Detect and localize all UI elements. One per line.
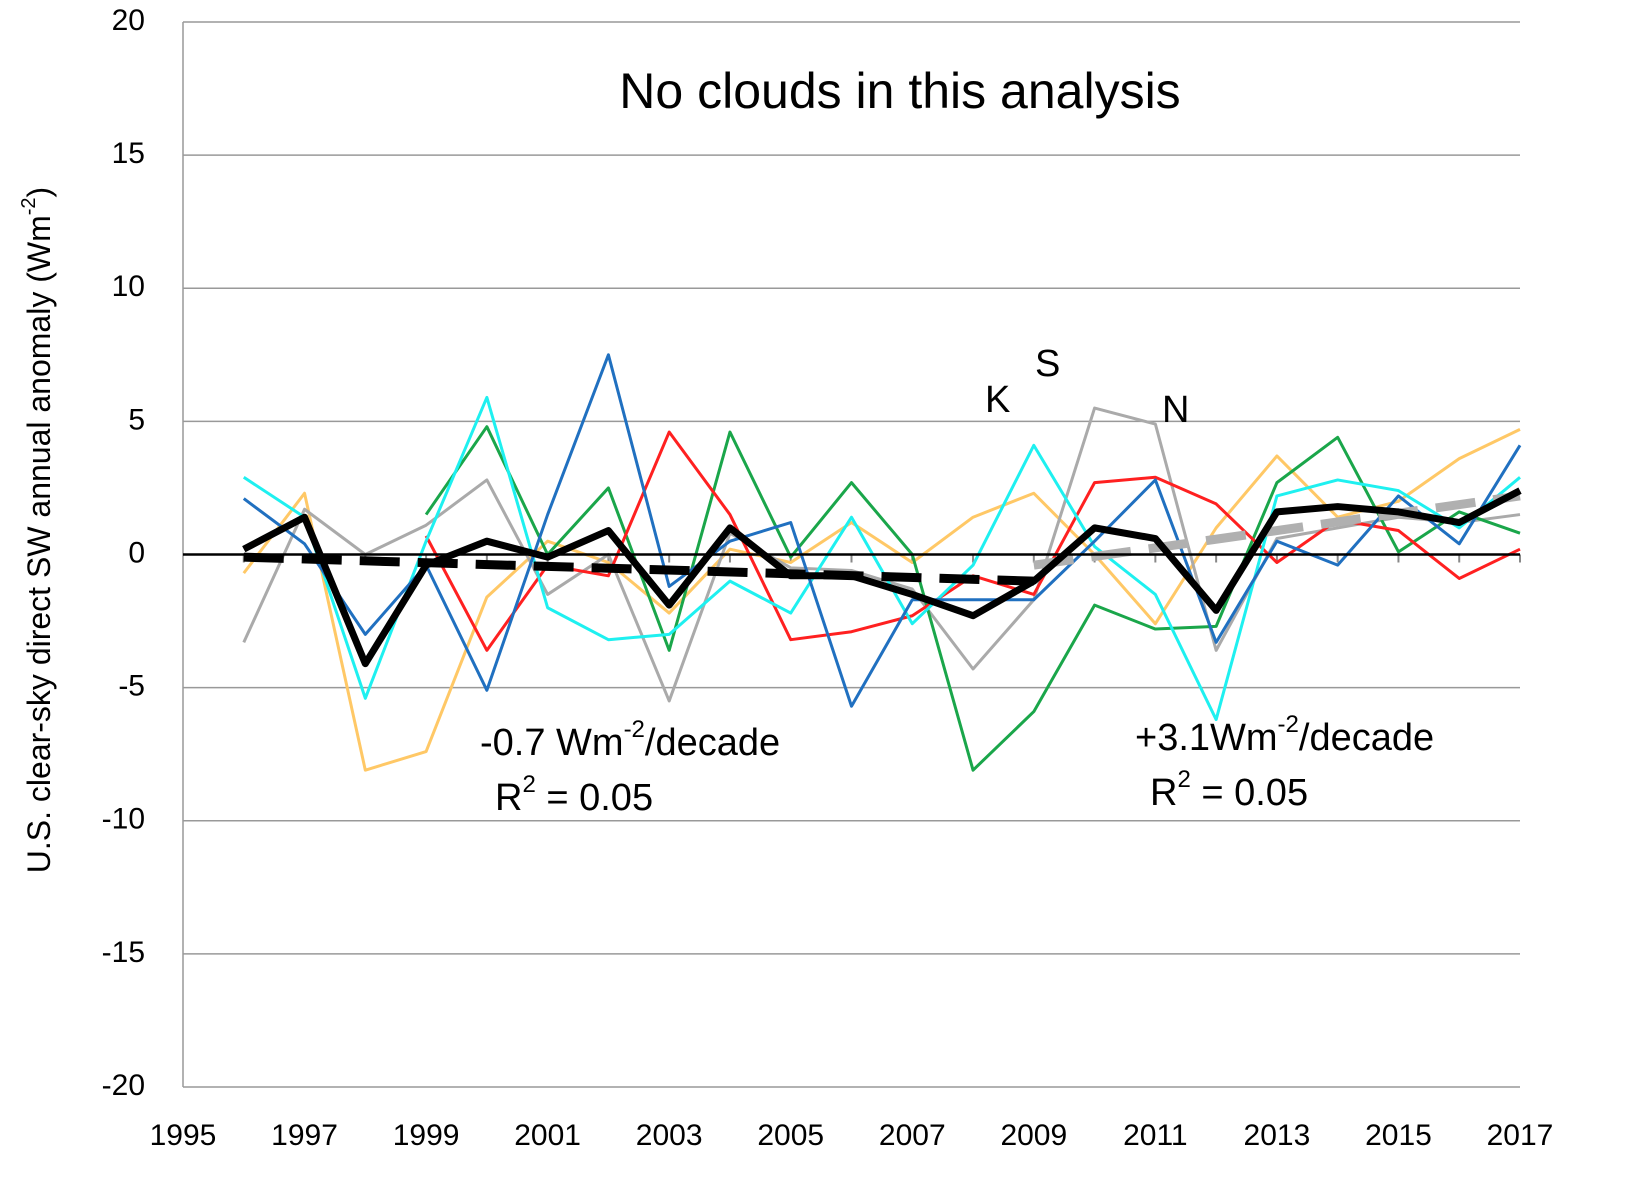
annotation-text: R — [495, 777, 522, 819]
x-tick-label: 2015 — [1365, 1119, 1432, 1152]
trend-annotation: +3.1Wm-2/decade — [1135, 711, 1434, 759]
annotation: K — [985, 379, 1010, 421]
series-line — [242, 353, 1522, 708]
x-tick-label: 2003 — [636, 1119, 703, 1152]
y-tick-label: -10 — [102, 803, 145, 836]
y-tick-label: 15 — [112, 137, 145, 170]
annotation-text: +3.1Wm — [1135, 717, 1278, 759]
annotation-sup: -2 — [1278, 711, 1299, 738]
annotation-sup: 2 — [522, 771, 535, 798]
annotation-text: R — [1150, 772, 1177, 814]
series-line — [242, 487, 1522, 668]
x-tick-label: 2001 — [514, 1119, 581, 1152]
annotation-text: -0.7 Wm — [480, 722, 624, 764]
y-axis-label-text: U.S. clear-sky direct SW annual anomaly … — [21, 215, 57, 873]
annotation-sup: 2 — [1177, 766, 1190, 793]
annotation-text: = 0.05 — [1191, 772, 1308, 814]
y-tick-label: -15 — [102, 936, 145, 969]
x-tick-label: 2009 — [1000, 1119, 1067, 1152]
annotation-sup: -2 — [624, 716, 645, 743]
series-line — [243, 552, 1034, 586]
annotation: N — [1162, 389, 1189, 431]
y-axis-label-sup: -2 — [18, 197, 40, 215]
y-axis-label: U.S. clear-sky direct SW annual anomaly … — [18, 187, 57, 873]
annotation-text: /decade — [1299, 717, 1434, 759]
y-tick-label: -20 — [102, 1069, 145, 1102]
trend-annotation: -0.7 Wm-2/decade — [480, 716, 780, 764]
y-tick-label: 10 — [112, 270, 145, 303]
x-tick-label: 1995 — [150, 1119, 217, 1152]
y-tick-label: 5 — [128, 403, 145, 436]
series-line — [242, 395, 1521, 722]
x-tick-label: 2013 — [1244, 1119, 1311, 1152]
x-tick-label: 2017 — [1487, 1119, 1554, 1152]
y-tick-label: 20 — [112, 4, 145, 37]
series-line — [424, 425, 1521, 772]
y-axis-label-text: ) — [21, 187, 57, 198]
y-tick-label: -5 — [118, 670, 145, 703]
x-tick-label: 2007 — [879, 1119, 946, 1152]
x-tick-label: 2005 — [757, 1119, 824, 1152]
x-tick-label: 1999 — [393, 1119, 460, 1152]
x-tick-label: 1997 — [271, 1119, 338, 1152]
x-tick-label: 2011 — [1123, 1119, 1188, 1152]
trend-annotation: R2 = 0.05 — [495, 771, 653, 819]
annotation: S — [1035, 343, 1060, 385]
annotation-text: /decade — [645, 722, 780, 764]
chart-title: No clouds in this analysis — [619, 63, 1180, 119]
trend-annotation: R2 = 0.05 — [1150, 766, 1308, 814]
y-tick-label: 0 — [128, 536, 145, 569]
annotation-text: = 0.05 — [536, 777, 653, 819]
